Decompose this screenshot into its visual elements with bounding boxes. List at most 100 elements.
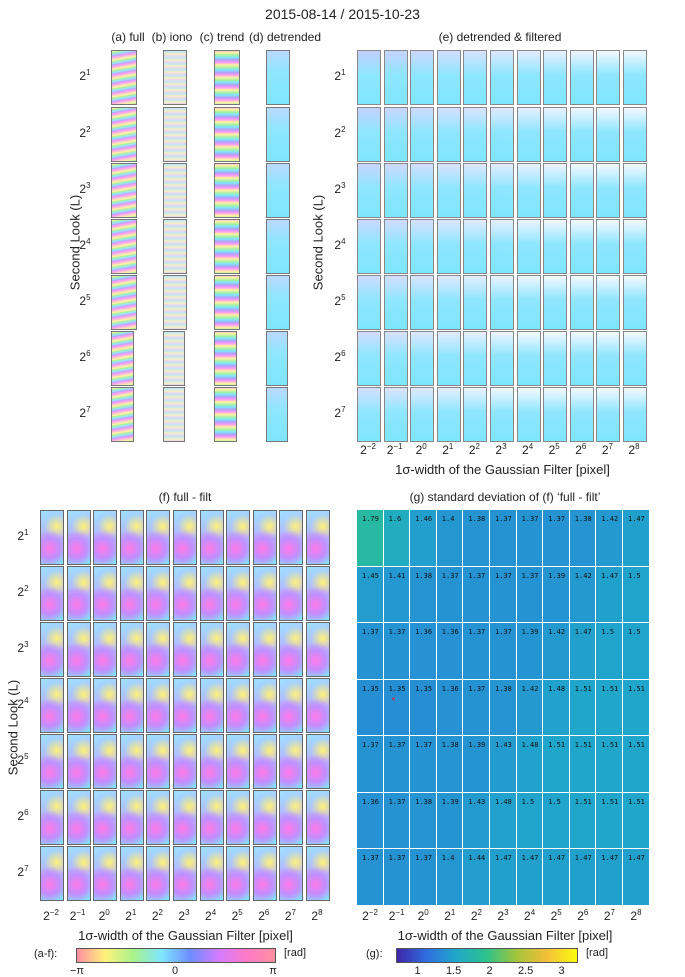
heatmap-label-2-0: 1.37 [362, 628, 379, 636]
heatmap-label-6-6: 1.47 [521, 854, 539, 862]
panel-e-tile-5-8 [569, 331, 594, 386]
x-tick-g-6: 24 [515, 908, 545, 923]
panel-b-tile-5 [163, 331, 185, 386]
heatmap-cell-0-7 [543, 510, 569, 566]
heatmap-label-5-0: 1.36 [362, 797, 379, 806]
panel-f-tile-5-8 [252, 790, 277, 845]
heatmap-label-5-10: 1.51 [628, 797, 645, 806]
y-tick-e-1: 22 [325, 125, 355, 140]
panel-e-tile-6-8 [569, 387, 594, 442]
heatmap-cell-5-9 [596, 792, 622, 848]
x-tick-e-5-exp: 3 [502, 442, 507, 451]
heatmap-label-5-1: 1.37 [388, 797, 406, 806]
x-tick-g-9-base: 2 [603, 909, 611, 923]
x-tick-e-10-base: 2 [628, 443, 636, 457]
panel-f-tile-5-9 [279, 790, 304, 845]
panel-e-tile-4-0 [357, 275, 381, 330]
heatmap-cell-6-7 [543, 849, 569, 905]
y-tick-f-0-base: 2 [17, 529, 25, 543]
figure-title: 2015-08-14 / 2015-10-23 [265, 6, 420, 22]
x-tick-g-8-base: 2 [577, 909, 584, 923]
colorbar-std-tick-0: 1 [414, 965, 421, 977]
panel-e-tile-4-2 [410, 275, 435, 330]
panel-e-tile-0-0 [357, 50, 381, 105]
panel-f-tile-1-6 [199, 566, 224, 621]
panel-e-tile-3-2 [410, 219, 435, 274]
heatmap-cell-1-0 [357, 566, 383, 622]
heatmap-label-1-10: 1.5 [628, 571, 641, 580]
panel-e-tile-6-2 [410, 387, 435, 442]
heatmap-label-1-4: 1.37 [468, 571, 486, 580]
x-tick-g-7-base: 2 [550, 909, 558, 923]
heatmap-cell-5-8 [569, 792, 596, 848]
y-tick-e-5-base: 2 [334, 350, 342, 364]
panel-f-tile-3-0 [40, 678, 64, 733]
x-tick-e-1-base: 2 [386, 443, 394, 457]
x-tick-f-6-exp: 4 [211, 908, 217, 917]
heatmap-label-0-8: 1.38 [574, 515, 592, 523]
x-tick-e-9: 27 [592, 442, 622, 457]
panel-title-e: (e) detrended & filtered [438, 30, 562, 44]
colorbar-std-label: (g): [366, 948, 383, 960]
panel-e-tile-5-1 [383, 331, 408, 386]
colorbar-phase-label: (a-f): [34, 948, 58, 960]
x-tick-e-3: 21 [433, 442, 463, 457]
y-tick-abcd-5: 26 [70, 349, 100, 364]
heatmap-label-2-3: 1.36 [441, 628, 459, 636]
panel-e-tile-0-6 [516, 50, 541, 105]
heatmap-cell-3-8 [569, 679, 596, 735]
x-axis-label-f: 1σ-width of the Gaussian Filter [pixel] [78, 928, 293, 943]
colorbar-std-tick-4: 3 [558, 965, 565, 977]
heatmap-marker-star: * [391, 695, 396, 707]
y-tick-f-2-base: 2 [17, 641, 25, 655]
y-tick-f-5: 26 [8, 808, 38, 823]
panel-f-tile-5-10 [306, 790, 330, 845]
y-tick-abcd-2-base: 2 [79, 182, 87, 196]
x-tick-g-6-exp: 4 [530, 908, 536, 917]
heatmap-cell-2-2 [410, 623, 436, 679]
panel-c-tile-1 [214, 107, 240, 162]
heatmap-label-0-9: 1.42 [601, 515, 619, 523]
panel-e-tile-3-3 [436, 219, 461, 274]
y-tick-abcd-0: 21 [70, 68, 100, 83]
y-tick-e-5: 26 [325, 349, 355, 364]
panel-e-tile-1-10 [623, 107, 647, 162]
y-tick-abcd-5-base: 2 [79, 350, 87, 364]
y-tick-abcd-3-exp: 4 [86, 237, 91, 246]
heatmap-label-0-5: 1.37 [495, 515, 512, 523]
x-tick-e-10-exp: 8 [635, 442, 640, 451]
panel-f-tile-6-7 [226, 846, 251, 901]
heatmap-cell-1-9 [596, 566, 622, 622]
panel-e-tile-1-9 [596, 107, 621, 162]
y-tick-e-2-base: 2 [334, 182, 342, 196]
panel-f-tile-4-0 [40, 734, 64, 789]
heatmap-cell-0-0 [357, 510, 383, 566]
heatmap-label-6-8: 1.47 [574, 854, 592, 862]
panel-e-tile-0-4 [463, 50, 488, 105]
y-tick-e-4-base: 2 [334, 294, 342, 308]
panel-f-tile-2-4 [146, 622, 171, 677]
heatmap-label-3-10: 1.51 [628, 684, 645, 693]
heatmap-cell-3-10 [623, 679, 649, 735]
heatmap-cell-6-6 [516, 849, 543, 905]
y-tick-e-6: 27 [325, 405, 355, 420]
panel-e-tile-6-3 [436, 387, 461, 442]
y-tick-f-4-base: 2 [17, 753, 25, 767]
panel-e-tile-0-3 [436, 50, 461, 105]
y-tick-e-4-exp: 5 [341, 293, 346, 302]
panel-e-tile-2-0 [357, 163, 381, 218]
y-tick-abcd-6: 27 [70, 405, 100, 420]
y-tick-e-0-base: 2 [334, 69, 342, 83]
panel-f-tile-1-4 [146, 566, 171, 621]
x-tick-f-0-base: 2 [43, 909, 50, 923]
panel-f-tile-6-10 [306, 846, 330, 901]
y-tick-abcd-3: 24 [70, 237, 100, 252]
panel-f-tile-4-5 [173, 734, 197, 789]
colorbar-std-tick-2: 2 [486, 965, 493, 977]
y-tick-f-0: 21 [8, 528, 38, 543]
y-tick-abcd-6-exp: 7 [86, 405, 91, 414]
x-tick-e-4-base: 2 [468, 443, 476, 457]
panel-f-tile-6-5 [173, 846, 197, 901]
heatmap-cell-2-8 [569, 623, 596, 679]
x-tick-f-0-exp: −2 [49, 908, 59, 917]
